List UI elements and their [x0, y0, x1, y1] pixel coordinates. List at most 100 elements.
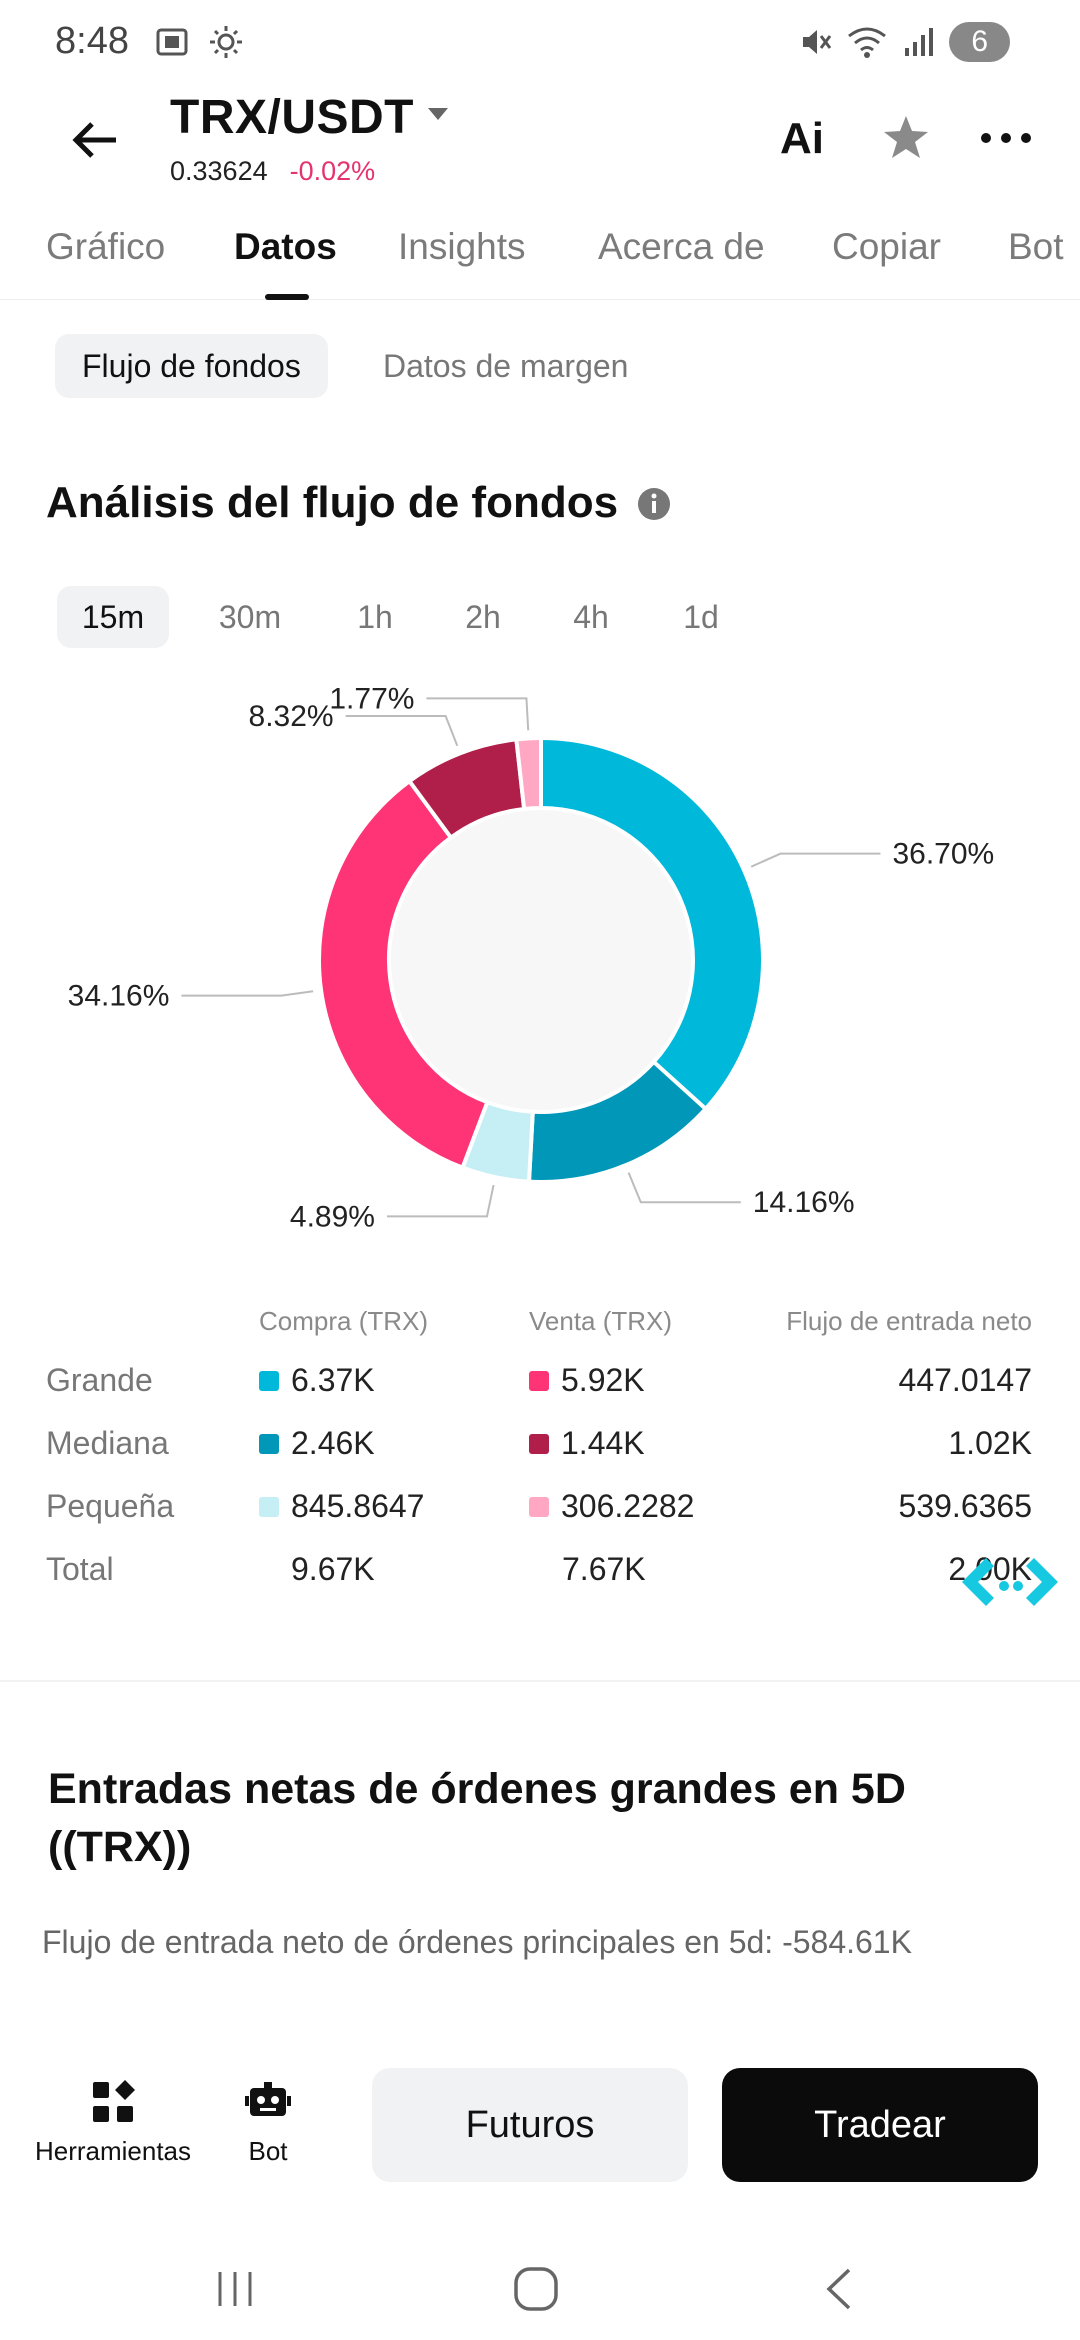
status-time: 8:48	[55, 20, 129, 62]
signal-icon	[905, 28, 934, 56]
timeframe-30m[interactable]: 30m	[218, 599, 282, 635]
system-nav-bar	[0, 2240, 1080, 2340]
row-label-pequena: Pequeña	[46, 1488, 175, 1524]
sell-mediana-value: 1.44K	[561, 1425, 645, 1461]
sell-total: 7.67K	[562, 1551, 646, 1587]
tab-bar: Gráfico Datos Insights Acerca de Copiar …	[0, 212, 1080, 300]
net-mediana: 1.02K	[948, 1425, 1032, 1461]
sell-pequena: 306.2282	[529, 1488, 694, 1525]
buy-grande-value: 6.37K	[291, 1362, 375, 1398]
buy-mediana-value: 2.46K	[291, 1425, 375, 1461]
slice-label-4: 8.32%	[249, 700, 334, 733]
row-label-total: Total	[46, 1551, 114, 1587]
header: TRX/USDT 0.33624 -0.02% Ai	[0, 84, 1080, 194]
wifi-icon	[848, 27, 887, 58]
section-divider	[0, 1680, 1080, 1682]
section2-subtitle: Flujo de entrada neto de órdenes princip…	[42, 1924, 912, 1960]
tab-insights[interactable]: Insights	[398, 226, 526, 267]
buy-pequena-value: 845.8647	[291, 1488, 425, 1524]
buy-total: 9.67K	[291, 1551, 375, 1587]
sell-grande-value: 5.92K	[561, 1362, 645, 1398]
net-pequena: 539.6365	[898, 1488, 1032, 1524]
trade-button[interactable]: Tradear	[722, 2068, 1038, 2182]
timeframe-15m[interactable]: 15m	[57, 586, 169, 648]
tools-label: Herramientas	[34, 2136, 192, 2166]
buy-grande: 6.37K	[259, 1362, 375, 1399]
swatch-buy-grande	[259, 1370, 279, 1391]
leader-line-0	[750, 852, 881, 868]
leader-line-2	[386, 1184, 495, 1218]
info-icon[interactable]	[637, 487, 671, 521]
price-change: -0.02%	[289, 156, 376, 186]
slice-label-0: 36.70%	[892, 838, 994, 871]
ai-button[interactable]: Ai	[780, 114, 824, 163]
tab-bot[interactable]: Bot	[1008, 226, 1064, 267]
tab-grafico[interactable]: Gráfico	[46, 226, 166, 267]
donut-slice-3	[317, 778, 490, 1171]
swatch-sell-mediana	[529, 1433, 549, 1454]
more-icon[interactable]	[978, 126, 1034, 150]
swatch-sell-grande	[529, 1370, 549, 1391]
buy-pequena: 845.8647	[259, 1488, 424, 1525]
swatch-sell-pequena	[529, 1496, 549, 1517]
brightness-icon	[210, 26, 242, 58]
row-label-mediana: Mediana	[46, 1425, 169, 1461]
tab-acerca-de[interactable]: Acerca de	[598, 226, 765, 267]
slice-label-5: 1.77%	[329, 682, 414, 715]
subtab-datos-de-margen[interactable]: Datos de margen	[383, 348, 629, 384]
section2-title: Entradas netas de órdenes grandes en 5D …	[48, 1765, 906, 1871]
leader-line-1	[627, 1172, 741, 1204]
slice-label-2: 4.89%	[290, 1200, 375, 1233]
status-right: 6	[797, 22, 1010, 62]
futures-button[interactable]: Futuros	[372, 2068, 688, 2182]
sell-pequena-value: 306.2282	[561, 1488, 695, 1524]
tools-icon	[93, 2080, 135, 2122]
floating-assistant-icon[interactable]	[956, 1552, 1064, 1612]
header-buy: Compra (TRX)	[259, 1306, 429, 1336]
header-sell: Venta (TRX)	[529, 1306, 673, 1336]
timeframe-4h[interactable]: 4h	[573, 599, 609, 635]
pair-title[interactable]: TRX/USDT	[170, 91, 414, 144]
donut-slice-0	[539, 735, 765, 1112]
leader-line-5	[426, 697, 530, 731]
recent-apps-icon[interactable]	[210, 2264, 260, 2314]
last-price: 0.33624	[170, 156, 268, 186]
swatch-buy-mediana	[259, 1433, 279, 1454]
timeframe-1h[interactable]: 1h	[357, 599, 393, 635]
star-icon[interactable]	[880, 112, 932, 164]
status-bar: 8:48 6	[0, 0, 1080, 84]
buy-mediana: 2.46K	[259, 1425, 375, 1462]
donut-slice-5	[514, 735, 543, 812]
active-tab-indicator	[265, 294, 309, 300]
tab-datos[interactable]: Datos	[234, 226, 337, 267]
screenshot-icon	[156, 28, 188, 56]
subtab-flujo-de-fondos[interactable]: Flujo de fondos	[55, 334, 328, 398]
back-nav-icon[interactable]	[815, 2264, 865, 2314]
donut-center	[389, 808, 693, 1112]
section-title: Análisis del flujo de fondos	[46, 478, 619, 527]
row-label-grande: Grande	[46, 1362, 153, 1398]
price-row: 0.33624 -0.02%	[170, 156, 375, 187]
bot-button[interactable]: Bot	[228, 2078, 308, 2167]
mute-icon	[803, 30, 832, 54]
tools-button[interactable]: Herramientas	[28, 2078, 198, 2167]
header-net: Flujo de entrada neto	[786, 1306, 1032, 1336]
home-icon[interactable]	[511, 2264, 561, 2314]
bot-icon	[245, 2082, 291, 2116]
net-grande: 447.0147	[898, 1362, 1032, 1398]
fund-flow-donut-chart: 36.70% 14.16% 4.89% 34.16% 8.32%1.77%	[68, 682, 995, 1233]
caret-down-icon[interactable]	[426, 102, 450, 126]
battery-indicator: 6	[949, 22, 1010, 62]
timeframe-2h[interactable]: 2h	[465, 599, 501, 635]
leader-line-4	[345, 714, 459, 747]
slice-label-1: 14.16%	[753, 1186, 855, 1219]
sell-grande: 5.92K	[529, 1362, 645, 1399]
swatch-buy-pequena	[259, 1496, 279, 1517]
bot-label: Bot	[248, 2136, 288, 2166]
tab-copiar[interactable]: Copiar	[832, 226, 941, 267]
timeframe-1d[interactable]: 1d	[683, 599, 719, 635]
back-arrow-icon[interactable]	[68, 112, 124, 168]
slice-label-3: 34.16%	[68, 980, 170, 1013]
status-left-icons	[152, 22, 246, 62]
sell-mediana: 1.44K	[529, 1425, 645, 1462]
